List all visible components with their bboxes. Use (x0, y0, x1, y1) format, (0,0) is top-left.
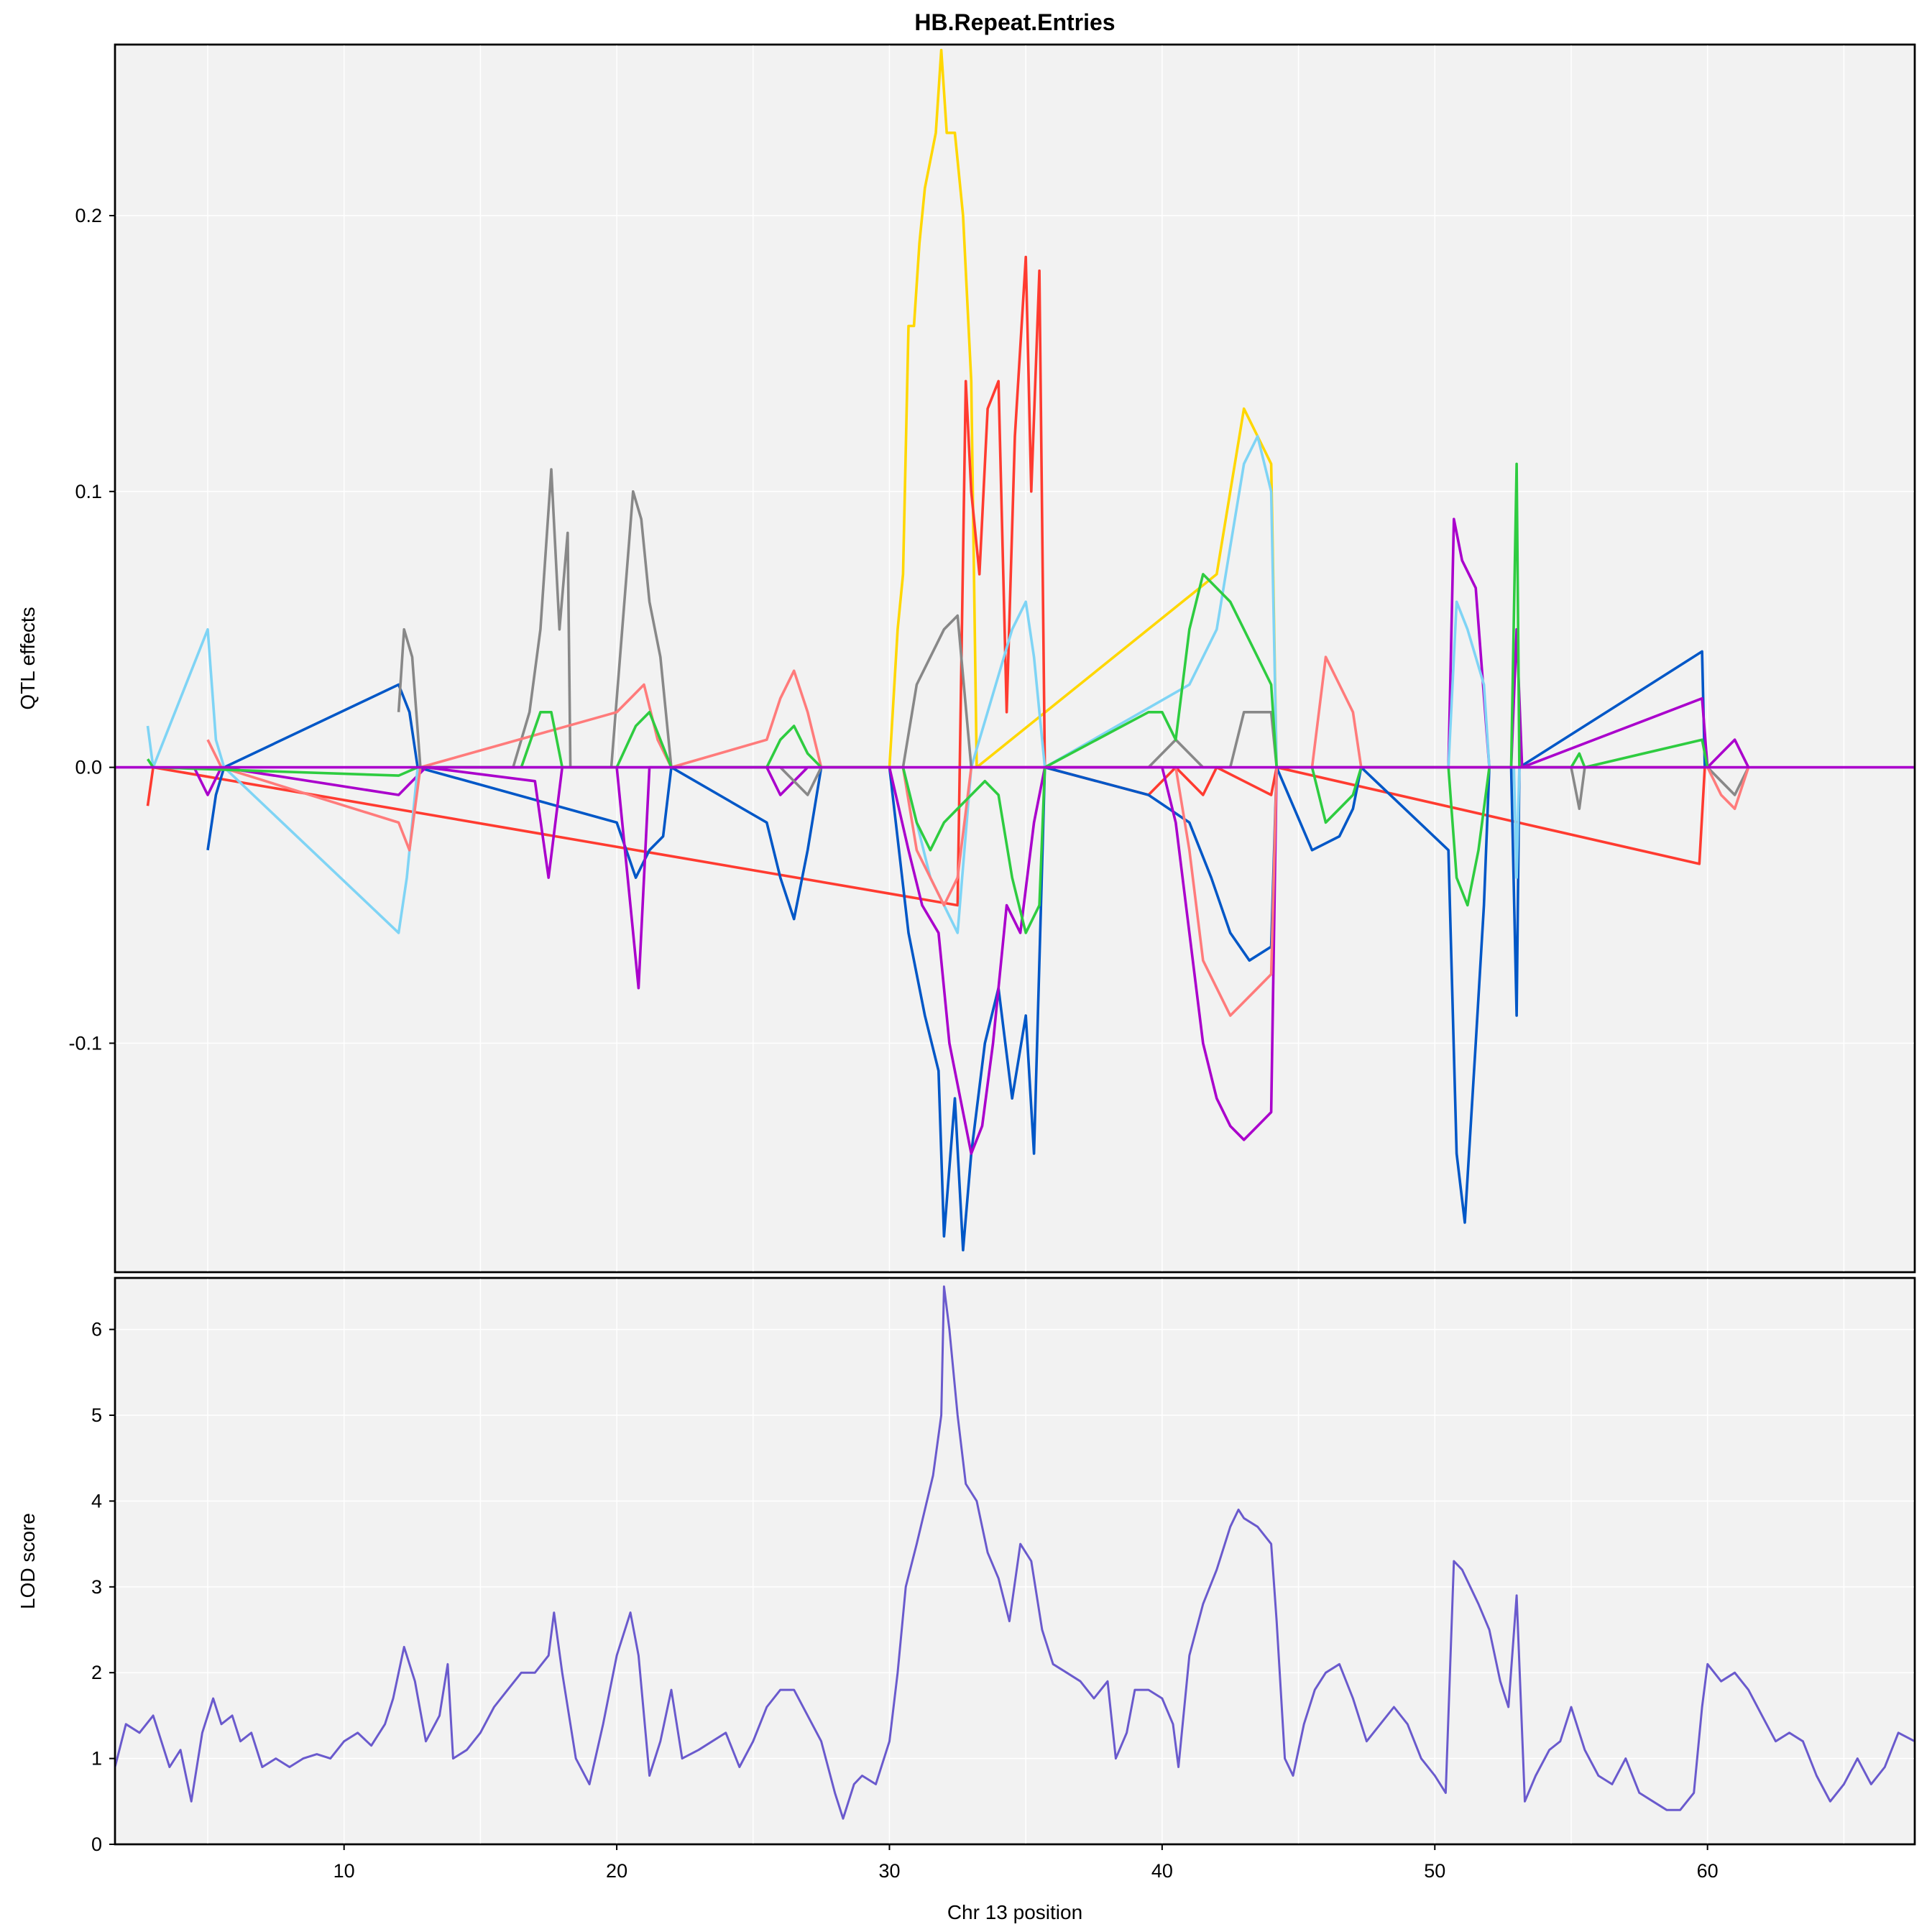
lod-y-tick-label: 2 (91, 1662, 102, 1683)
lod-x-ticks: 10 20 30 40 50 60 (334, 1844, 1719, 1882)
lod-y-tick-label: 1 (91, 1748, 102, 1770)
effects-y-axis-label: QTL effects (17, 607, 39, 709)
lod-y-tick-label: 4 (91, 1490, 102, 1512)
lod-y-tick-label: 0 (91, 1834, 102, 1855)
lod-panel-border (114, 1276, 1916, 1846)
effects-panel: -0.1 0.0 0.1 0.2 QTL effects (17, 43, 1916, 1274)
effects-panel-background (114, 43, 1916, 1274)
effects-y-tick-label: 0.0 (75, 757, 102, 778)
x-axis-label: Chr 13 position (947, 1901, 1082, 1923)
lod-panel-background (114, 1276, 1916, 1846)
effects-panel-border (114, 43, 1916, 1274)
lod-y-tick-label: 6 (91, 1319, 102, 1340)
lod-y-axis-label: LOD score (17, 1513, 39, 1609)
lod-y-ticks: 0 1 2 3 4 5 6 (91, 1319, 115, 1855)
effects-y-tick-label: 0.1 (75, 481, 102, 502)
effects-series-line-0 (888, 48, 1278, 769)
x-tick-label: 50 (1424, 1860, 1445, 1882)
effects-y-tick-label: 0.2 (75, 205, 102, 226)
lod-panel: 0 1 2 3 4 5 6 10 20 30 40 50 60 LOD score (17, 1276, 1916, 1882)
x-tick-label: 40 (1151, 1860, 1173, 1882)
lod-series-line-0 (114, 1285, 1915, 1820)
figure-title: HB.Repeat.Entries (914, 9, 1115, 35)
lod-y-tick-label: 5 (91, 1404, 102, 1426)
effects-series-line-2 (206, 650, 1706, 1252)
x-tick-label: 10 (334, 1860, 355, 1882)
effects-y-tick-label: -0.1 (68, 1032, 102, 1054)
effects-series-line-6 (206, 656, 1750, 1017)
x-tick-label: 20 (606, 1860, 627, 1882)
effects-y-ticks: -0.1 0.0 0.1 0.2 (68, 205, 115, 1054)
x-tick-label: 30 (878, 1860, 900, 1882)
effects-series-lines (115, 48, 1915, 1252)
lod-y-tick-label: 3 (91, 1576, 102, 1598)
x-tick-label: 60 (1697, 1860, 1719, 1882)
effects-series-line-1 (146, 255, 1706, 907)
effects-gridlines (115, 45, 1915, 1272)
lod-series-lines (114, 1285, 1915, 1820)
